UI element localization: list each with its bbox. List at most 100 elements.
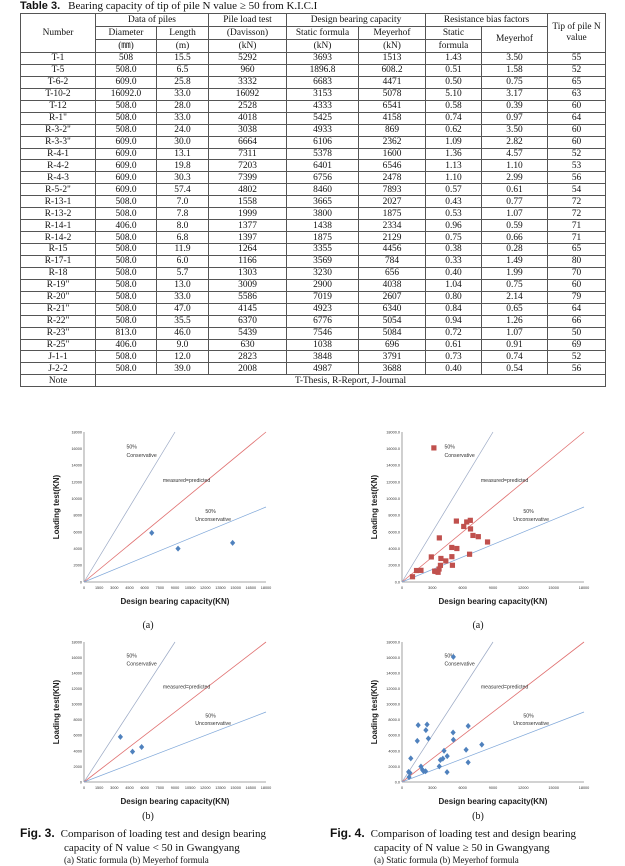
y-tick-label: 8000 — [74, 718, 82, 722]
table-cell: 19.8 — [156, 159, 209, 173]
table-cell: 4038 — [358, 278, 426, 292]
header-meyerhof-bias: Meyerhof — [480, 26, 549, 53]
data-point — [428, 554, 434, 560]
x-axis-title: Design bearing capacity(KN) — [439, 797, 548, 806]
table-cell: R-21" — [20, 302, 96, 316]
header-length: Length — [156, 26, 209, 40]
table-cell: 508.0 — [95, 63, 157, 77]
y-tick-label: 12000 — [71, 687, 82, 691]
y-tick-label: 18000 — [71, 430, 82, 434]
y-axis-title: Loading test(KN) — [370, 474, 379, 539]
unconservative-line — [83, 506, 267, 583]
table-cell: 2334 — [358, 219, 426, 233]
table-cell: 25.8 — [156, 75, 209, 89]
table-cell: 609.0 — [95, 183, 157, 197]
data-point — [465, 759, 471, 766]
data-point — [424, 721, 430, 728]
data-point — [423, 727, 429, 734]
table-cell: 508.0 — [95, 302, 157, 316]
table-cell: 16092.0 — [95, 87, 157, 101]
table-row: R-1" 508.0 33.0 4018 5425 4158 0.74 0.97 64 — [20, 111, 607, 125]
table-cell: 60 — [547, 278, 607, 292]
table-row: R-4-2 609.0 19.8 7203 6401 6546 1.13 1.10 53 — [20, 159, 607, 173]
table-cell: 508.0 — [95, 195, 157, 209]
table-cell: 1166 — [208, 254, 287, 268]
conservative-line — [401, 431, 494, 583]
note-text: T-Thesis, R-Report, J-Journal — [94, 374, 607, 388]
y-tick-label: 10000 — [71, 497, 82, 501]
y-tick-label: 2000.0 — [388, 564, 400, 568]
y-tick-label: 14000 — [71, 672, 82, 676]
table-row: R-13-2 508.0 7.8 1999 3800 1875 0.53 1.07 72 — [20, 207, 607, 221]
table-cell: R-4-3 — [20, 171, 96, 185]
table-cell: 5054 — [358, 314, 426, 328]
data-point — [230, 539, 236, 546]
header-static-bias: Static — [425, 26, 482, 40]
table-cell: 80 — [547, 254, 607, 268]
y-tick-label: 6000 — [74, 734, 82, 738]
table-row: T-6-2 609.0 25.8 3332 6683 4471 0.50 0.75 65 — [20, 75, 607, 89]
x-tick-label: 4500 — [125, 586, 133, 590]
table-cell: 1513 — [358, 52, 426, 65]
table-title: Bearing capacity of tip of pile N value … — [68, 0, 318, 12]
header-diameter: Diameter — [95, 26, 157, 40]
table-cell: 630 — [208, 338, 287, 352]
table-row: J-2-2 508.0 39.0 2008 4987 3688 0.40 0.54 56 — [20, 362, 607, 376]
fig3b-svg: 0 1500 3000 4500 6000 7500 9000 10500 12000 13500… — [52, 640, 271, 806]
data-point — [479, 741, 485, 748]
table-cell: 1264 — [208, 243, 287, 256]
table-cell: 784 — [358, 254, 426, 268]
x-tick-label: 0 — [83, 786, 85, 790]
table-cell: 2528 — [208, 99, 287, 113]
fig4-line3: (a) Static formula (b) Meyerhof formula — [374, 855, 519, 865]
table-cell: 6541 — [358, 99, 426, 113]
table-row: T-10-2 16092.0 33.0 16092 3153 5078 5.10 3.17 63 — [20, 87, 607, 101]
table-cell: 869 — [358, 123, 426, 137]
table-cell: 7311 — [208, 147, 287, 161]
x-tick-label: 3000 — [110, 786, 118, 790]
table-cell: 2.82 — [480, 135, 549, 149]
table-cell: 406.0 — [95, 219, 157, 233]
table-cell: 3848 — [286, 350, 359, 364]
table-row: R-13-1 508.0 7.0 1558 3665 2027 0.43 0.77 72 — [20, 195, 607, 209]
table-cell: 4933 — [286, 123, 359, 137]
table-cell: 52 — [547, 63, 607, 77]
data-point — [431, 445, 437, 451]
table-row: R-5-2" 609.0 57.4 4802 8460 7893 0.57 0.61 54 — [20, 183, 607, 197]
x-axis-title: Design bearing capacity(KN) — [439, 597, 548, 606]
table-row: T-5 508.0 6.5 960 1896.8 608.2 0.51 1.58 52 — [20, 63, 607, 77]
table-cell: 1.26 — [480, 314, 549, 328]
table-cell: 1875 — [286, 231, 359, 244]
data-point — [450, 653, 456, 660]
y-tick-label: 0.0 — [395, 580, 400, 584]
table-cell: 65 — [547, 75, 607, 89]
data-point — [453, 518, 459, 524]
y-axis-title: Loading test(KN) — [370, 679, 379, 744]
table-cell: 5.10 — [425, 87, 482, 101]
table-cell: 53 — [547, 159, 607, 173]
y-tick-label: 14000 — [71, 464, 82, 468]
y-tick-label: 2000.0 — [388, 765, 400, 769]
fig3a-svg: 0 1500 3000 4500 6000 7500 9000 10500 12000 13500… — [52, 430, 271, 606]
y-tick-label: 2000 — [74, 564, 82, 568]
fig4b-label: (b) — [472, 811, 484, 822]
x-tick-label: 7500 — [156, 586, 164, 590]
y-tick-label: 4000 — [74, 547, 82, 551]
fig4-caption: Fig. 4. Comparison of loading test and de… — [330, 826, 620, 866]
table-cell: 1600 — [358, 147, 426, 161]
x-tick-label: 16500 — [246, 586, 257, 590]
table-cell: 1.58 — [480, 63, 549, 77]
table-cell: 0.84 — [425, 302, 482, 316]
table-cell: 3.17 — [480, 87, 549, 101]
y-tick-label: 12000.0 — [386, 480, 400, 484]
table-cell: 508.0 — [95, 314, 157, 328]
table-cell: R-14-1 — [20, 219, 96, 233]
header-tip-line2: value — [566, 33, 587, 43]
table-cell: 1.13 — [425, 159, 482, 173]
data-point — [437, 562, 444, 568]
table-cell: 0.61 — [425, 338, 482, 352]
data-point — [435, 569, 441, 575]
data-point — [420, 768, 427, 775]
x-tick-label: 9000 — [171, 786, 179, 790]
fig3-line1: Comparison of loading test and design be… — [60, 828, 266, 840]
